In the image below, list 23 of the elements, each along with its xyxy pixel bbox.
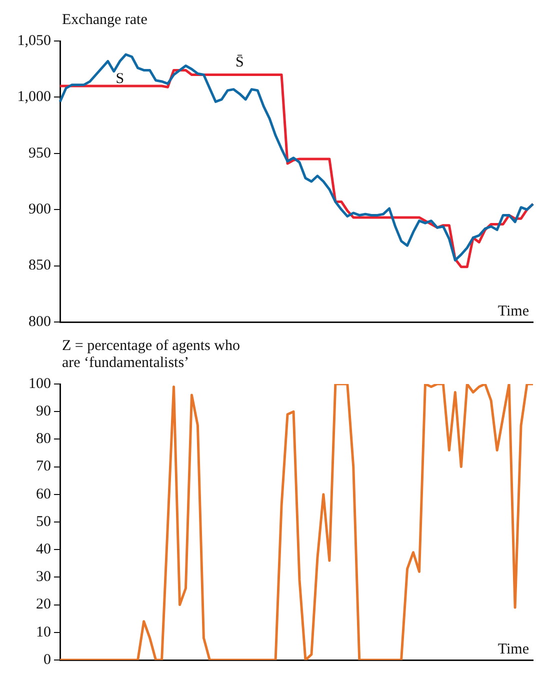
y-tick-label: 950: [28, 145, 51, 162]
y-tick-label: 900: [28, 202, 51, 218]
x-axis-title: Time: [498, 303, 530, 320]
y-tick-label: 50: [36, 514, 51, 530]
y-tick-label: 40: [36, 542, 51, 558]
y-axis-title: Exchange rate: [61, 11, 148, 29]
y-tick-label: 10: [36, 624, 51, 640]
y-tick-label: 850: [28, 258, 51, 274]
y-tick-label: 30: [36, 569, 51, 586]
y-tick-label: 20: [36, 596, 51, 613]
y-tick-label: 1,050: [17, 32, 51, 49]
y-tick-label: 0: [44, 652, 51, 668]
y-tick-label: 70: [36, 458, 51, 475]
y-tick-label: 100: [28, 376, 51, 392]
y-axis-title: Z = percentage of agents who are ‘fundamentalists’: [61, 337, 241, 372]
y-tick-label: 800: [28, 314, 51, 330]
series-label: S: [116, 71, 124, 88]
x-axis-title: Time: [498, 641, 530, 658]
y-tick-label: 90: [36, 404, 51, 420]
series-label: S̄: [235, 54, 244, 71]
y-tick-label: 80: [36, 431, 51, 448]
y-tick-label: 60: [36, 486, 51, 502]
y-tick-label: 1,000: [17, 89, 51, 106]
